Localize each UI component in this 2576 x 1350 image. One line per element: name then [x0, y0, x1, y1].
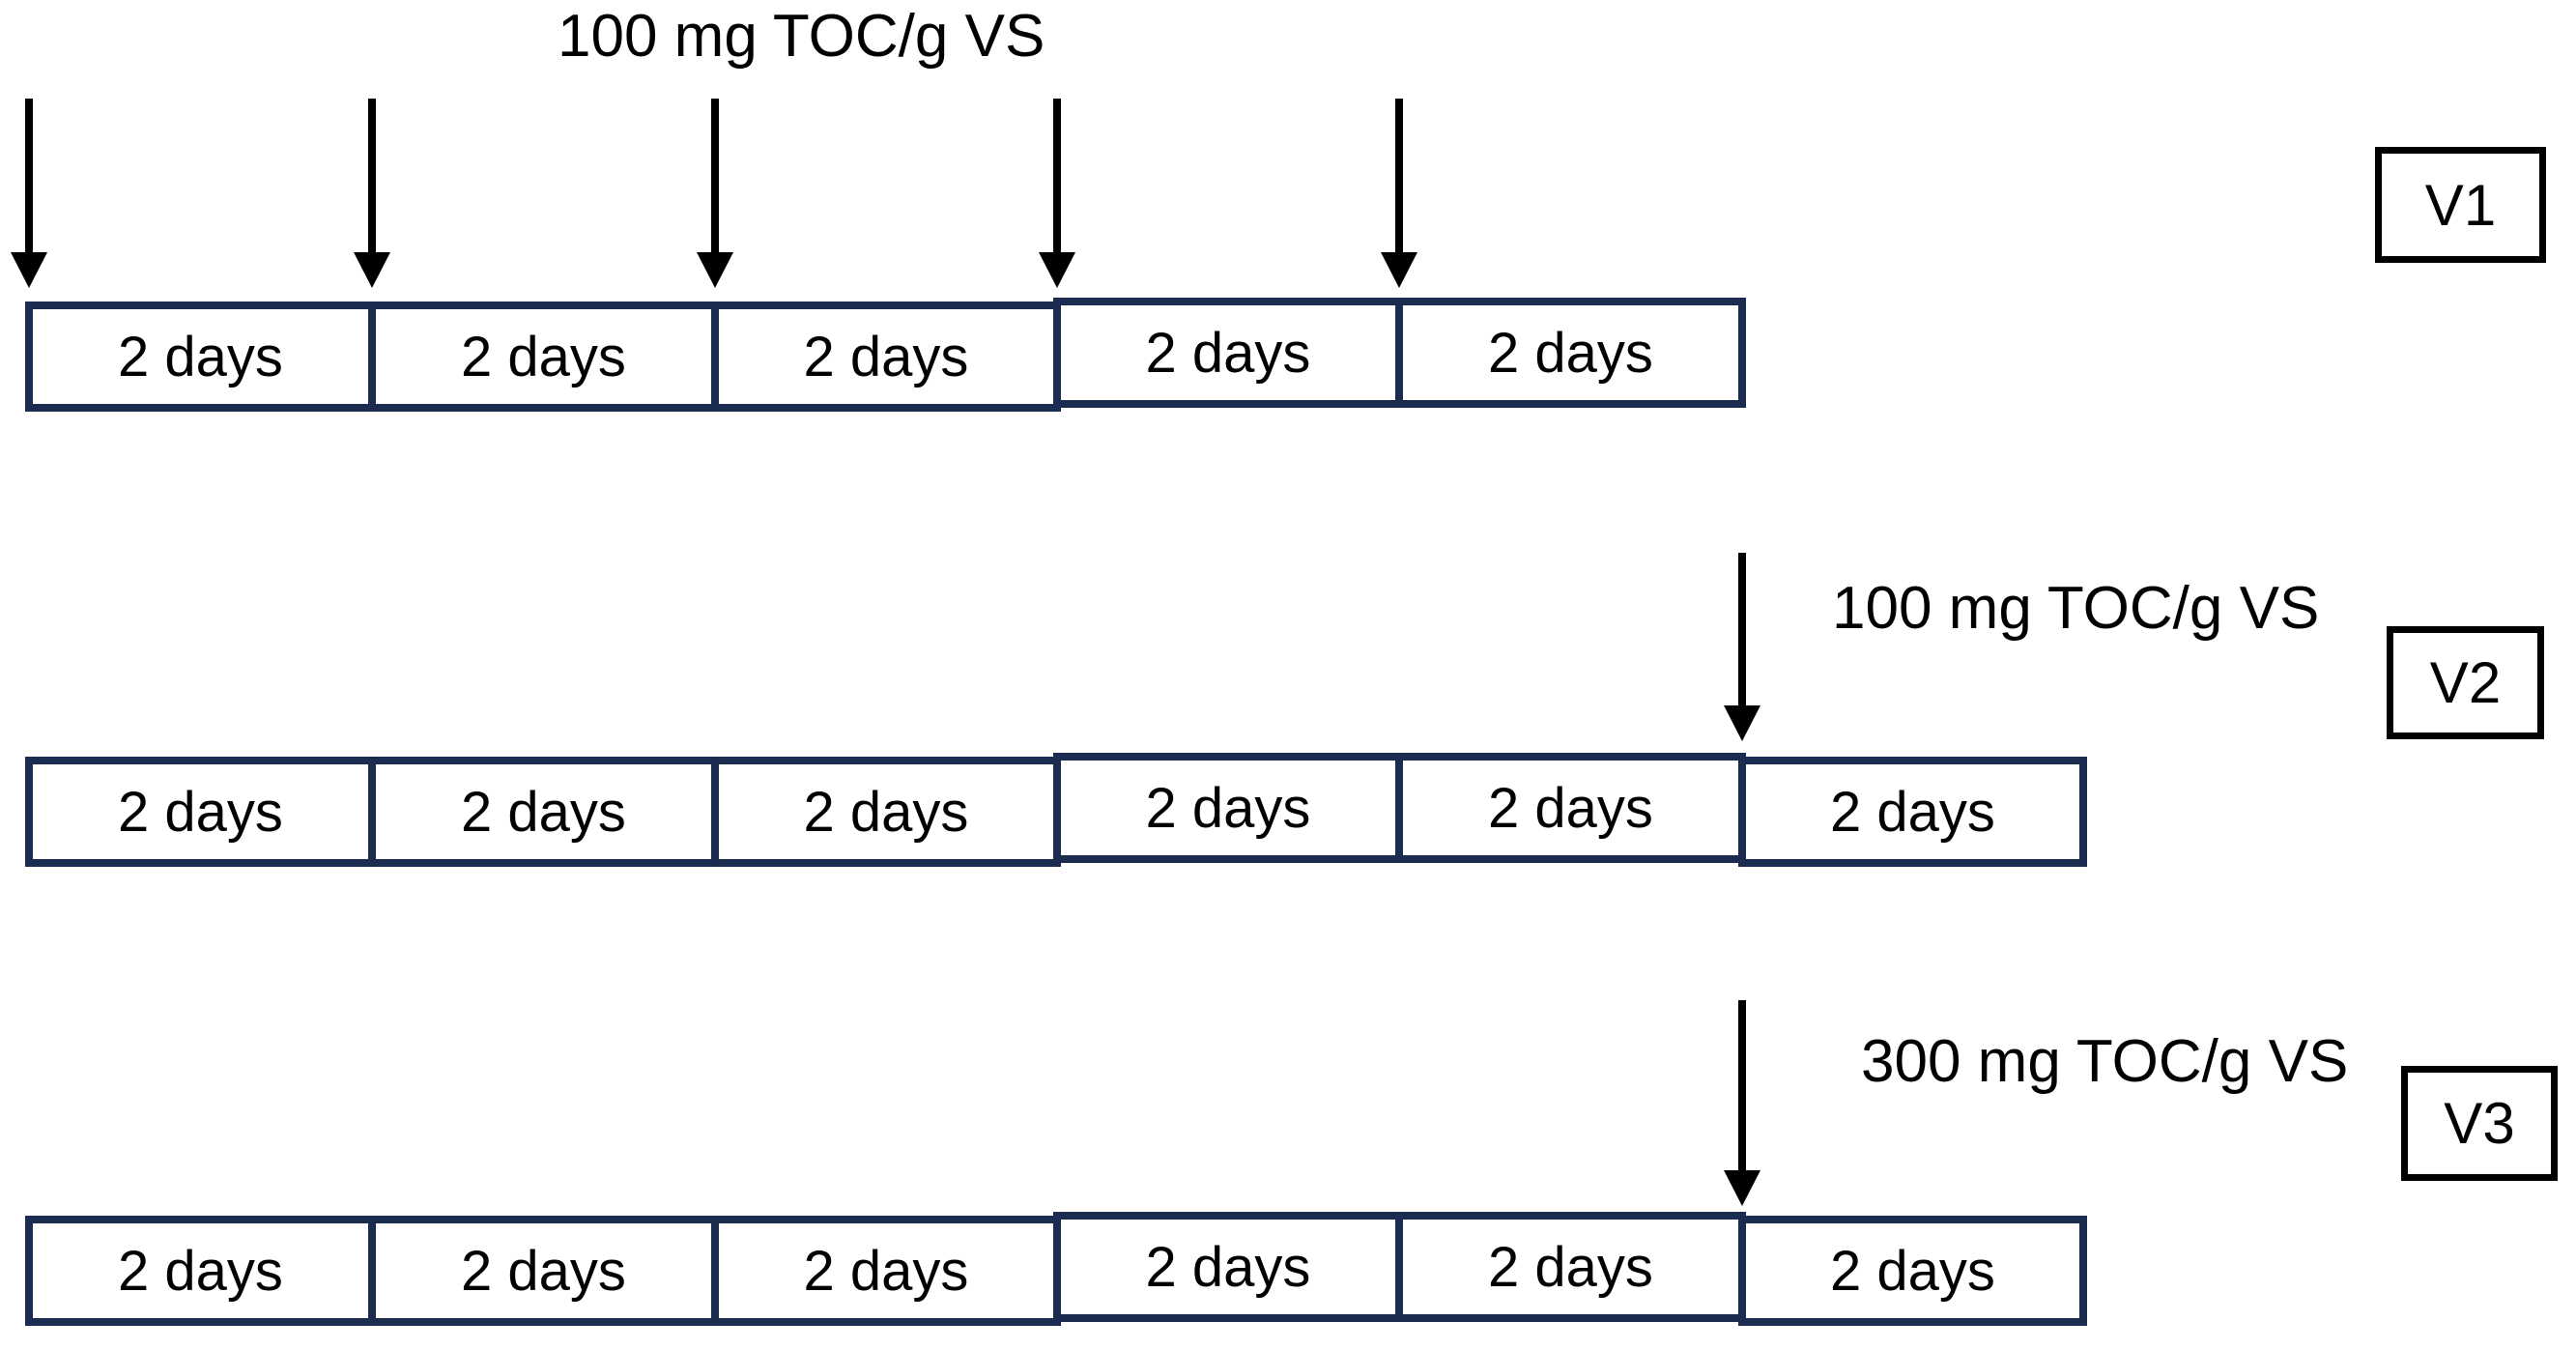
period-box-label: 2 days	[803, 325, 969, 388]
down-arrow-icon	[1724, 1000, 1760, 1206]
arrow-head	[11, 252, 47, 288]
period-box: 2 days	[1738, 1216, 2087, 1326]
arrow-shaft	[1738, 1000, 1746, 1173]
down-arrow-icon	[1381, 99, 1417, 288]
period-box-label: 2 days	[461, 1239, 626, 1303]
variant-label-box: V1	[2375, 147, 2546, 263]
period-box: 2 days	[25, 302, 376, 412]
arrow-shaft	[1395, 99, 1403, 255]
period-box: 2 days	[368, 302, 719, 412]
variant-label: V1	[2424, 172, 2497, 238]
period-box: 2 days	[368, 757, 719, 867]
period-box-label: 2 days	[118, 1239, 283, 1303]
arrow-head	[354, 252, 390, 288]
period-box-label: 2 days	[1145, 321, 1311, 385]
period-box-label: 2 days	[118, 325, 283, 388]
down-arrow-icon	[1724, 553, 1760, 741]
period-box: 2 days	[1053, 753, 1403, 863]
period-box: 2 days	[711, 1216, 1061, 1326]
arrow-head	[697, 252, 733, 288]
down-arrow-icon	[354, 99, 390, 288]
dose-label: 100 mg TOC/g VS	[1832, 575, 2320, 642]
period-box-label: 2 days	[461, 780, 626, 844]
period-box: 2 days	[1053, 298, 1403, 408]
period-box-label: 2 days	[1145, 776, 1311, 840]
period-box-label: 2 days	[803, 780, 969, 844]
down-arrow-icon	[11, 99, 47, 288]
down-arrow-icon	[697, 99, 733, 288]
arrow-head	[1039, 252, 1075, 288]
period-box: 2 days	[711, 302, 1061, 412]
period-box: 2 days	[368, 1216, 719, 1326]
arrow-head	[1724, 705, 1760, 741]
period-box-label: 2 days	[1488, 1235, 1653, 1299]
period-box-label: 2 days	[1488, 776, 1653, 840]
period-box-label: 2 days	[1488, 321, 1653, 385]
down-arrow-icon	[1039, 99, 1075, 288]
dose-label: 300 mg TOC/g VS	[1861, 1028, 2349, 1095]
period-box: 2 days	[25, 757, 376, 867]
arrow-head	[1381, 252, 1417, 288]
period-box: 2 days	[711, 757, 1061, 867]
period-box-label: 2 days	[1830, 1239, 1995, 1303]
period-box-label: 2 days	[118, 780, 283, 844]
arrow-shaft	[1053, 99, 1061, 255]
period-box: 2 days	[1395, 1212, 1746, 1322]
period-box: 2 days	[1053, 1212, 1403, 1322]
period-box-label: 2 days	[1145, 1235, 1311, 1299]
variant-label: V2	[2429, 650, 2502, 715]
period-box-label: 2 days	[1830, 780, 1995, 844]
period-box: 2 days	[25, 1216, 376, 1326]
period-box-label: 2 days	[461, 325, 626, 388]
period-box: 2 days	[1395, 753, 1746, 863]
arrow-head	[1724, 1170, 1760, 1206]
dose-label: 100 mg TOC/g VS	[558, 3, 1045, 70]
arrow-shaft	[1738, 553, 1746, 708]
variant-label-box: V3	[2401, 1066, 2558, 1181]
variant-label: V3	[2444, 1091, 2515, 1156]
arrow-shaft	[368, 99, 376, 255]
period-box: 2 days	[1738, 757, 2087, 867]
period-box-label: 2 days	[803, 1239, 969, 1303]
arrow-shaft	[25, 99, 33, 255]
variant-label-box: V2	[2387, 626, 2544, 739]
arrow-shaft	[711, 99, 719, 255]
period-box: 2 days	[1395, 298, 1746, 408]
